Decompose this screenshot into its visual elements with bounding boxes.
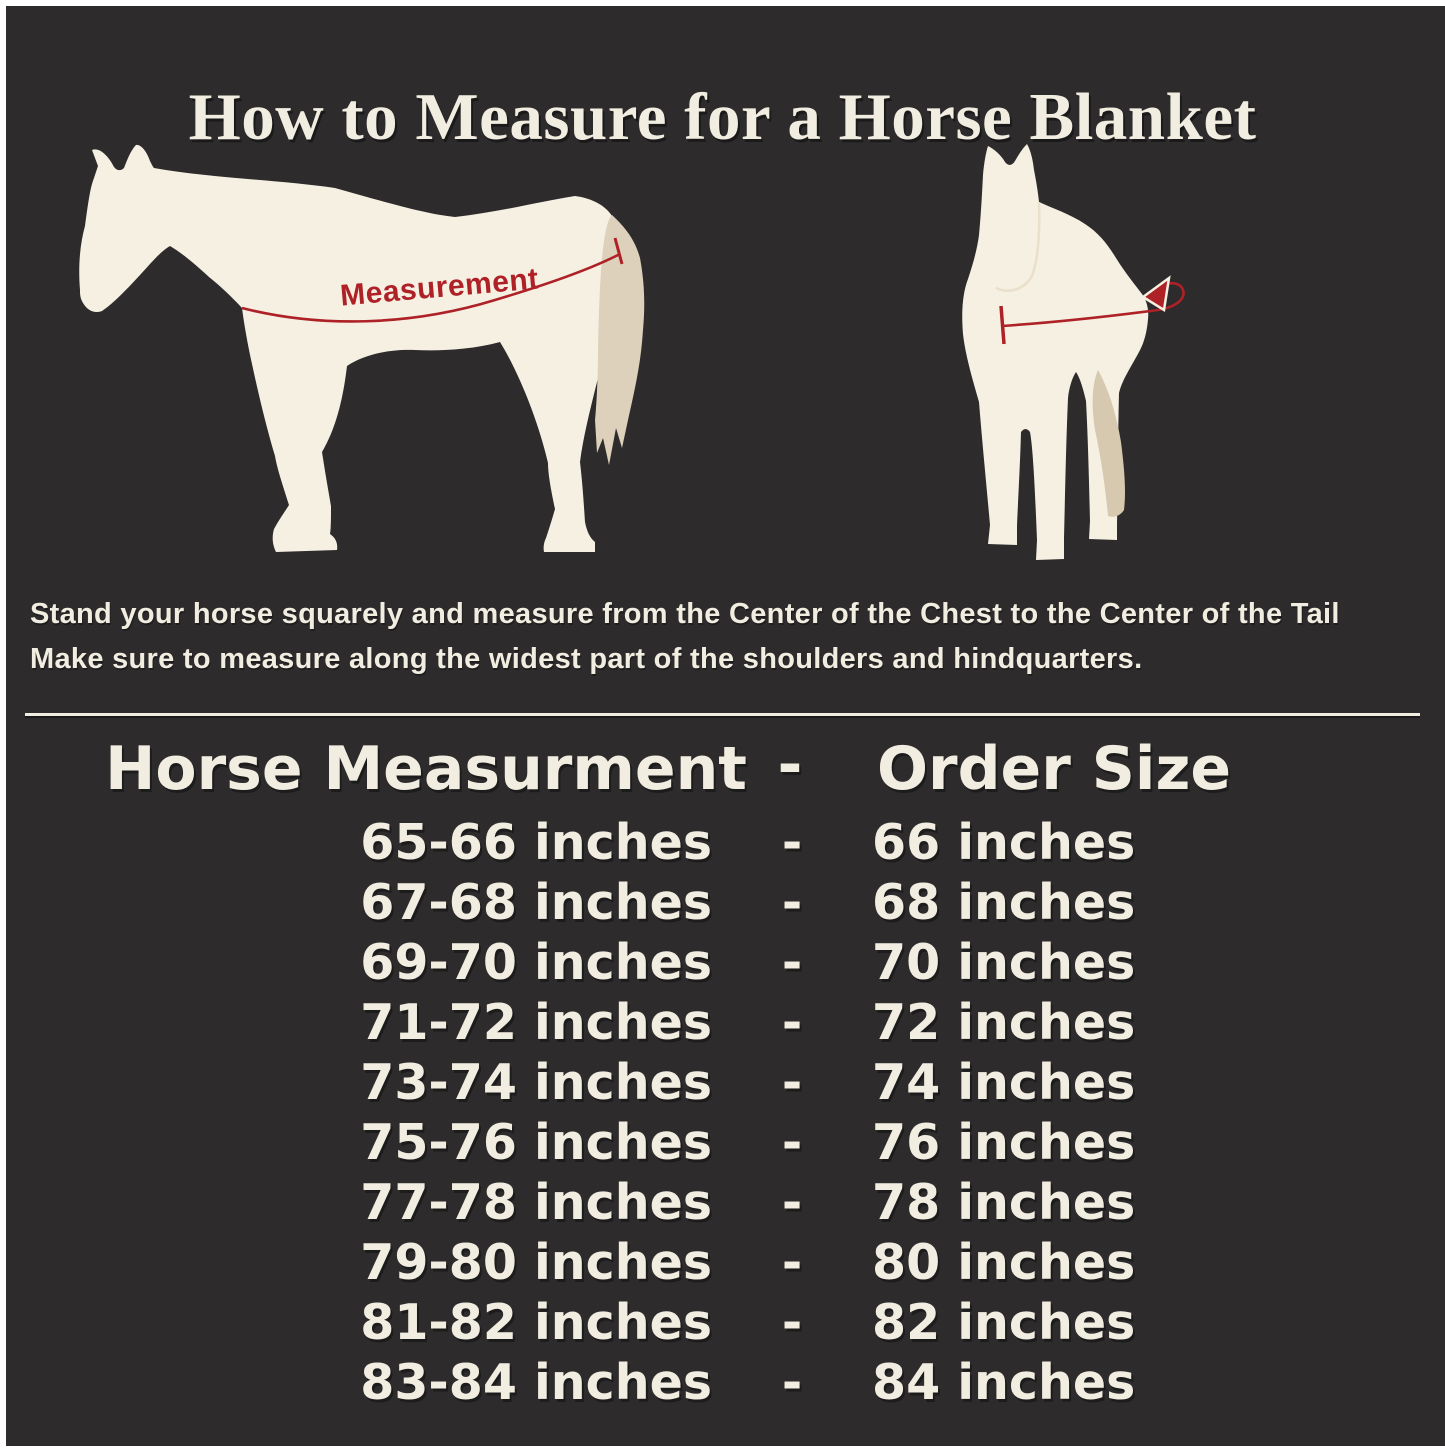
page-title: How to Measure for a Horse Blanket — [188, 79, 1257, 154]
size-table-header: Horse Measurment - Order Size — [0, 730, 1445, 805]
horse-measurement-value: 75-76 inches — [360, 1114, 712, 1171]
size-table-row: 67-68 inches - 68 inches — [0, 873, 1445, 933]
size-table: 65-66 inches - 66 inches 67-68 inches - … — [0, 813, 1445, 1413]
size-table-row: 79-80 inches - 80 inches — [0, 1233, 1445, 1293]
row-separator: - — [781, 1174, 803, 1231]
horse-measurement-value: 81-82 inches — [360, 1294, 712, 1351]
size-table-row: 81-82 inches - 82 inches — [0, 1293, 1445, 1353]
girth-arrow-line — [1001, 281, 1185, 328]
side-horse-tail — [595, 215, 645, 465]
order-size-value: 84 inches — [872, 1354, 1136, 1411]
horse-measurement-value: 73-74 inches — [360, 1054, 712, 1111]
horse-measurement-value: 67-68 inches — [360, 874, 712, 931]
frame-border-left — [0, 0, 6, 1454]
size-table-row: 69-70 inches - 70 inches — [0, 933, 1445, 993]
size-table-row: 75-76 inches - 76 inches — [0, 1113, 1445, 1173]
order-size-value: 82 inches — [872, 1294, 1136, 1351]
row-separator: - — [781, 1354, 803, 1411]
order-size-value: 68 inches — [872, 874, 1136, 931]
size-table-row: 83-84 inches - 84 inches — [0, 1353, 1445, 1413]
header-horse-measurement: Horse Measurment — [105, 734, 747, 804]
row-separator: - — [781, 1054, 803, 1111]
header-order-size: Order Size — [877, 734, 1232, 804]
size-table-row: 65-66 inches - 66 inches — [0, 813, 1445, 873]
horse-measurement-value: 79-80 inches — [360, 1234, 712, 1291]
size-table-row: 73-74 inches - 74 inches — [0, 1053, 1445, 1113]
instruction-line-1: Stand your horse squarely and measure fr… — [30, 598, 1340, 630]
order-size-value: 76 inches — [872, 1114, 1136, 1171]
order-size-value: 72 inches — [872, 994, 1136, 1051]
frame-border-top — [0, 0, 1445, 6]
size-table-row: 71-72 inches - 72 inches — [0, 993, 1445, 1053]
order-size-value: 70 inches — [872, 934, 1136, 991]
section-divider — [25, 713, 1420, 716]
side-horse-body — [79, 144, 621, 553]
measurement-arc — [241, 252, 621, 323]
row-separator: - — [781, 814, 803, 871]
front-horse-inner-leg-shadow — [1092, 370, 1125, 517]
girth-arrowhead — [1140, 275, 1171, 313]
horse-measurement-value: 65-66 inches — [360, 814, 712, 871]
measurement-arc-tick — [613, 237, 624, 265]
front-horse-illustration — [962, 144, 1185, 560]
side-horse-illustration — [79, 144, 645, 553]
row-separator: - — [781, 1294, 803, 1351]
order-size-value: 66 inches — [872, 814, 1136, 871]
order-size-value: 80 inches — [872, 1234, 1136, 1291]
row-separator: - — [781, 1114, 803, 1171]
front-horse-head-contour — [995, 201, 1041, 292]
measuring-instructions: Stand your horse squarely and measure fr… — [30, 592, 1430, 682]
size-table-row: 77-78 inches - 78 inches — [0, 1173, 1445, 1233]
horse-measurement-value: 77-78 inches — [360, 1174, 712, 1231]
measurement-diagram: Measurement — [0, 0, 1445, 600]
frame-border-bottom — [0, 1446, 1445, 1454]
row-separator: - — [781, 874, 803, 931]
row-separator: - — [781, 1234, 803, 1291]
horse-measurement-value: 69-70 inches — [360, 934, 712, 991]
horse-measurement-value: 83-84 inches — [360, 1354, 712, 1411]
order-size-value: 78 inches — [872, 1174, 1136, 1231]
row-separator: - — [781, 994, 803, 1051]
instruction-line-2: Make sure to measure along the widest pa… — [30, 643, 1143, 675]
row-separator: - — [781, 934, 803, 991]
order-size-value: 74 inches — [872, 1054, 1136, 1111]
header-separator: - — [777, 730, 803, 800]
horse-measurement-value: 71-72 inches — [360, 994, 712, 1051]
